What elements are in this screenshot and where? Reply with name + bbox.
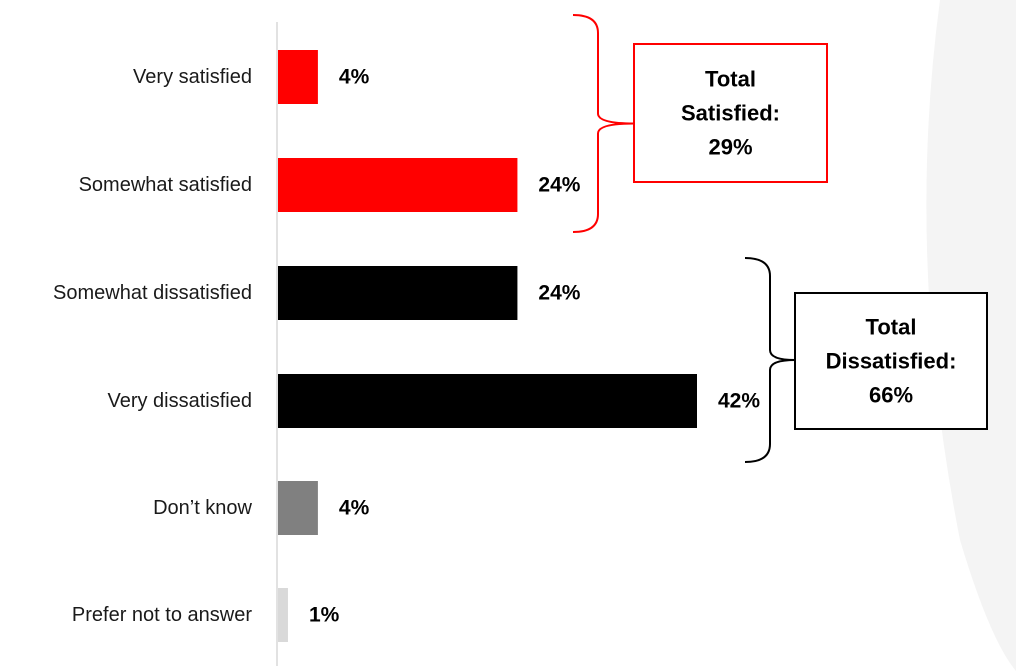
category-label: Very dissatisfied: [107, 390, 252, 412]
bar: [278, 158, 518, 212]
callout-text: Dissatisfied:: [826, 349, 957, 374]
callout-text: Total: [705, 67, 756, 92]
category-label: Somewhat satisfied: [79, 174, 252, 196]
value-label: 24%: [538, 174, 580, 197]
callout-box: [794, 292, 988, 430]
bar: [278, 50, 318, 104]
callout-text: Satisfied:: [681, 101, 780, 126]
value-labels: 4% 24% 24% 42% 4% 1%: [309, 66, 760, 627]
value-label: 4%: [339, 497, 370, 520]
callout-bracket: [572, 14, 635, 233]
value-label: 42%: [718, 390, 760, 413]
bar: [278, 374, 697, 428]
bar: [278, 481, 318, 535]
callout-text: 29%: [708, 135, 752, 160]
value-label: 24%: [538, 282, 580, 305]
category-label: Prefer not to answer: [72, 604, 252, 626]
callouts: Total Satisfied: 29% Total Dissatisfied: 66%: [572, 14, 988, 463]
category-label: Somewhat dissatisfied: [53, 282, 252, 304]
bar: [278, 266, 518, 320]
callout-text: 66%: [869, 383, 913, 408]
value-label: 1%: [309, 604, 340, 627]
callout-box: [633, 43, 828, 183]
bar: [278, 588, 288, 642]
value-label: 4%: [339, 66, 370, 89]
callout-text: Total: [866, 315, 917, 340]
callout-bracket: [744, 257, 796, 463]
bars: [278, 50, 697, 642]
category-label: Very satisfied: [133, 66, 252, 88]
category-label: Don’t know: [153, 497, 252, 519]
category-labels: Very satisfied Somewhat satisfied Somewhat…: [53, 66, 253, 626]
